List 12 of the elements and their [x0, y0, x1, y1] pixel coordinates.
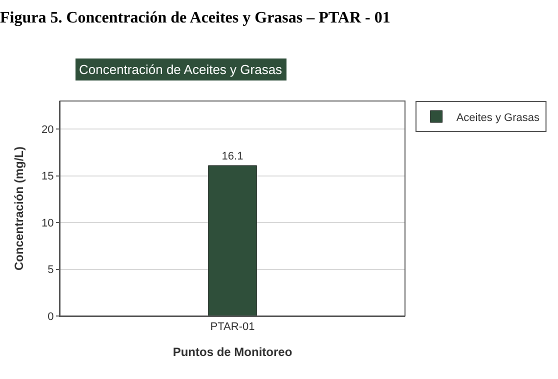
y-tick-label: 0: [48, 310, 54, 323]
y-tick-label: 5: [48, 264, 54, 276]
x-axis-title: Puntos de Monitoreo: [172, 345, 292, 360]
y-axis-title: Concentración (mg/L): [12, 146, 26, 271]
data-label: 16.1: [222, 150, 244, 162]
chart-subtitle: Concentración de Aceites y Grasas: [79, 62, 283, 77]
chart-title: Figura 5. Concentración de Aceites y Grasas – PTAR - 01: [0, 10, 390, 27]
y-tick-label: 10: [42, 217, 54, 230]
legend-label: Aceites y Grasas: [456, 112, 540, 124]
y-tick-label: 20: [42, 124, 54, 136]
x-tick-label: PTAR-01: [210, 321, 255, 334]
y-tick-label: 15: [42, 170, 54, 183]
